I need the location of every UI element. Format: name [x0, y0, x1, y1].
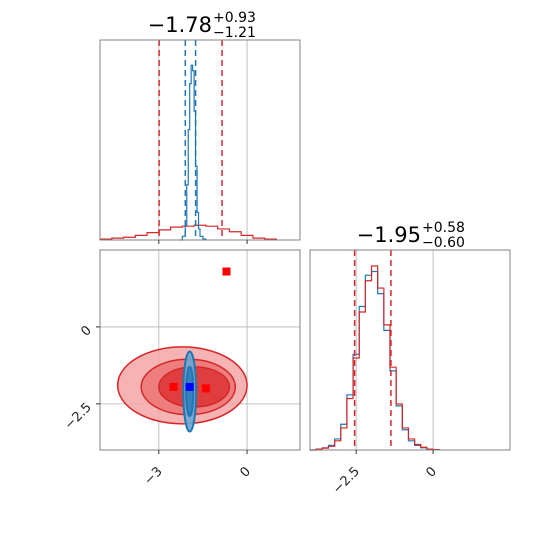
- title-2-median: −1.95: [357, 223, 421, 247]
- title-1-plus: +0.93: [213, 10, 256, 26]
- panel-3-frame: [309, 249, 511, 451]
- title-1-median: −1.78: [148, 13, 212, 37]
- p3-xtick-label-1: 0: [423, 464, 439, 480]
- p2-xtick-label-1: 0: [237, 464, 253, 480]
- title-2-plus: +0.58: [422, 220, 465, 236]
- marker-blue-3: [185, 382, 194, 391]
- marker-red-0: [222, 267, 231, 276]
- panel-joint: −3 0 0 −2.5: [62, 249, 301, 488]
- p2-ytick-label-1: −2.5: [62, 400, 95, 433]
- panel-marginal-2: −2.5 0 −1.95 +0.58 −0.60: [309, 220, 511, 497]
- title-1-minus: −1.21: [213, 25, 256, 41]
- p3-hist-red: [310, 265, 440, 451]
- p3-xtick-label-0: −2.5: [330, 464, 363, 497]
- marker-red-2: [201, 384, 210, 393]
- panel-marginal-1: −1.78 +0.93 −1.21: [99, 10, 301, 244]
- blue-contour-1: [185, 365, 195, 418]
- p1-hist-red: [99, 224, 278, 240]
- p2-xtick-label-0: −3: [141, 464, 165, 488]
- p2-ytick-label-0: 0: [78, 323, 94, 339]
- panel-2-frame: [99, 249, 301, 451]
- marker-red-1: [169, 382, 178, 391]
- title-2-minus: −0.60: [422, 235, 465, 251]
- p3-hist-blue: [310, 270, 440, 451]
- p1-hist-blue: [179, 64, 207, 241]
- panel-1-frame: [99, 39, 301, 241]
